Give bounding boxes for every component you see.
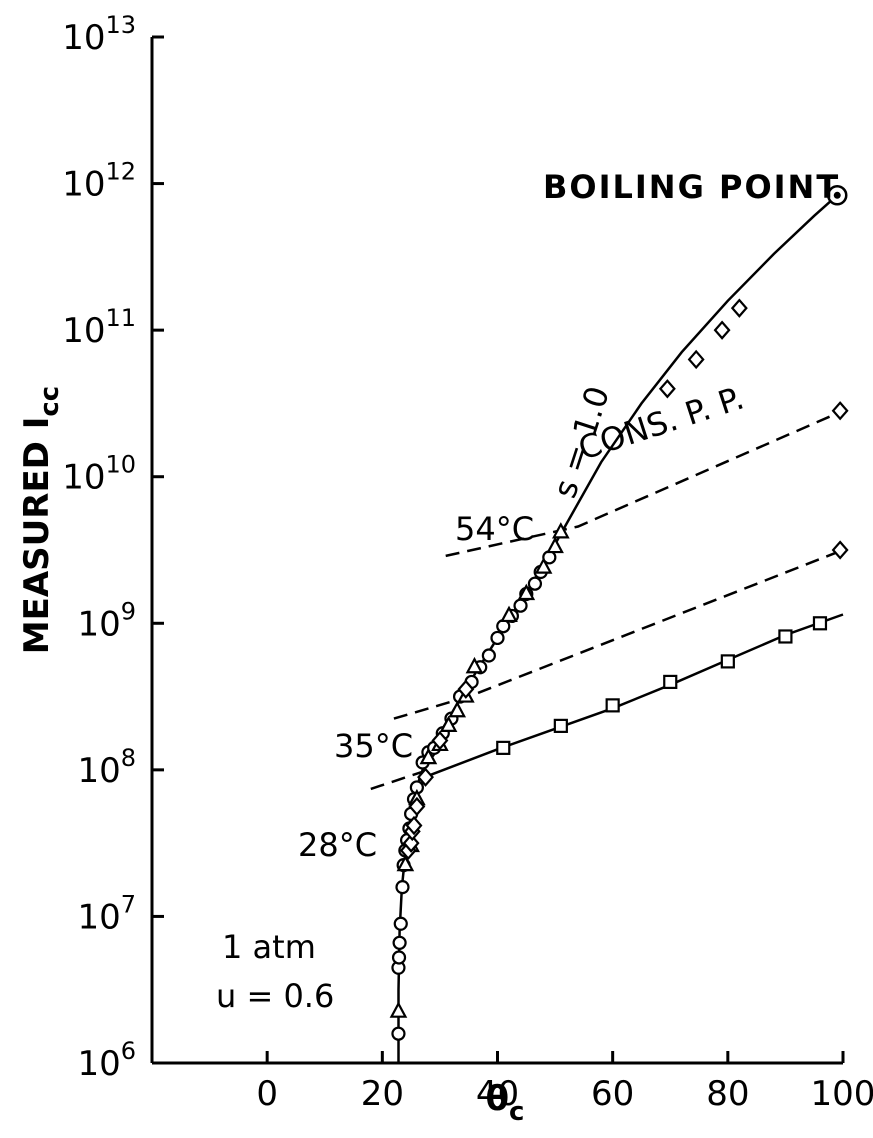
point-diamond [431,730,449,751]
curves [370,194,844,1063]
point-triangle [465,656,484,674]
axes [150,35,845,1065]
point-circle [513,598,528,613]
solid-curve [397,194,839,1063]
point-circle [391,950,407,965]
point-circle [395,880,410,895]
x-tick-label: 60 [591,1074,634,1114]
point-diamond [730,298,748,318]
point-triangle [517,583,536,601]
y-tick-label: 1012 [62,158,136,205]
dashed-curve [370,768,429,791]
x-tick-label: 40 [476,1074,519,1114]
point-diamond [713,320,731,340]
point-square [812,616,828,631]
point-diamond [831,401,849,421]
x-tick-label: 100 [811,1074,873,1114]
point-triangle [439,715,458,732]
y-tick-label: 109 [77,597,136,644]
point-square [663,674,678,690]
annotation-atm: 1 atm [222,928,316,966]
point-circle [392,935,407,950]
point-triangle [534,557,553,574]
svg-text:θc: θc [486,1079,525,1127]
point-boiling-point [826,185,848,206]
point-circle [527,576,543,591]
y-tick-label: 107 [77,890,136,937]
annotation-u-value: u = 0.6 [216,977,334,1015]
point-triangle [396,854,415,872]
x-axis-label-sub: c [509,1097,524,1127]
point-square [496,740,511,755]
point-circle [391,1026,406,1041]
bullseye-inner [833,191,841,199]
y-axis-label: MEASURED Icc [17,386,65,654]
point-square [605,698,620,713]
point-triangle [389,1001,408,1018]
point-circle [490,630,505,646]
point-square [553,718,568,733]
point-circle [393,916,408,931]
y-tick-label: 106 [77,1037,136,1084]
annotation-35c: 35°C [334,727,413,765]
x-axis-label-main: θ [486,1079,509,1119]
annotation-54c: 54°C [455,510,534,548]
y-tick-label: 1011 [62,304,136,351]
svg-text:MEASURED Icc: MEASURED Icc [17,386,65,654]
annotation-boiling-point: BOILING POINT [543,168,840,206]
y-axis-label-main: MEASURED I [17,417,57,655]
dashed-curve [445,409,844,558]
y-axis-label-sub: cc [35,386,65,417]
point-diamond [402,833,420,853]
point-diamond [687,349,705,370]
annotation-28c: 28°C [298,826,377,864]
y-tick-label: 1013 [62,11,136,58]
y-tick-label: 108 [77,744,136,791]
x-axis-label: θc [486,1079,525,1127]
y-tick-label: 1010 [62,451,136,498]
point-square [720,654,735,669]
point-diamond [408,796,426,817]
point-diamond [405,815,423,836]
x-tick-label: 20 [361,1074,404,1114]
point-diamond [831,540,849,560]
point-triangle [448,700,467,718]
point-triangle [500,605,518,623]
x-tick-label: 0 [256,1074,278,1114]
point-triangle [419,747,438,765]
data-points [389,185,849,1041]
tick-labels: 106 107 108 109 1010 1011 1012 1013 0 20 40 60 80 100 [62,11,873,1114]
point-diamond [457,679,475,699]
point-circle [481,648,496,663]
point-diamond [417,767,434,787]
point-square [778,629,793,644]
point-triangle [546,536,564,554]
x-tick-label: 80 [706,1074,749,1114]
point-diamond [658,379,676,399]
point-triangle [552,522,570,539]
